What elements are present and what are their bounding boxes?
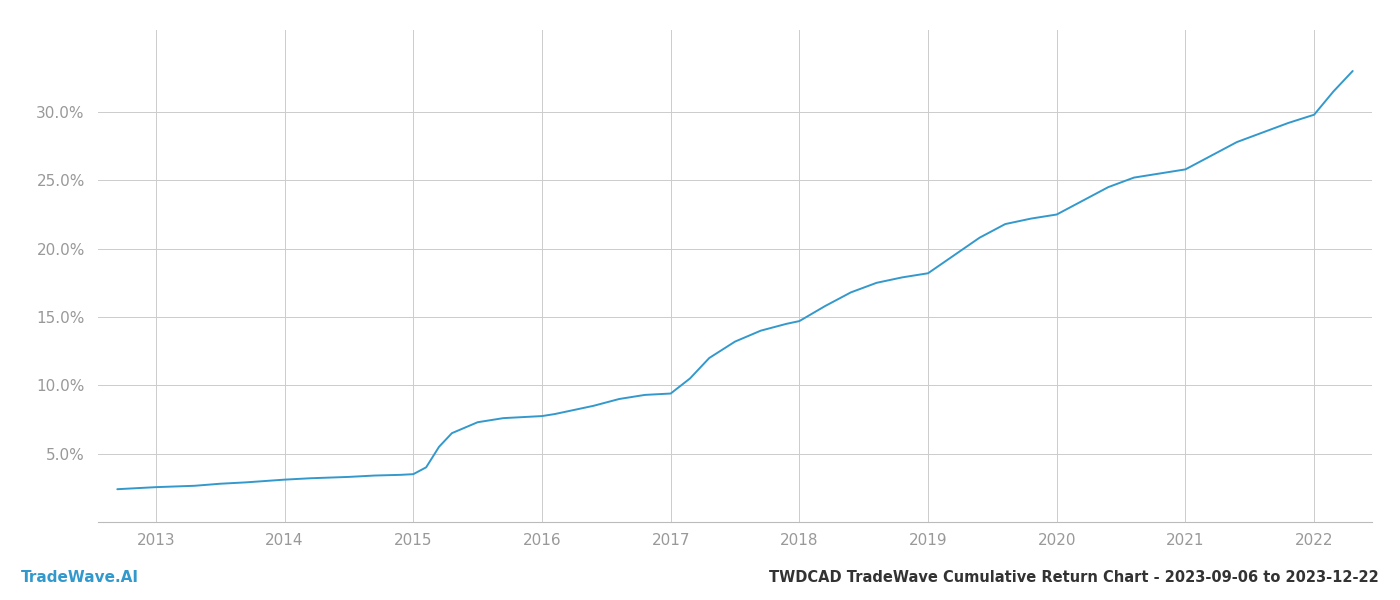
Text: TWDCAD TradeWave Cumulative Return Chart - 2023-09-06 to 2023-12-22: TWDCAD TradeWave Cumulative Return Chart… [769, 570, 1379, 585]
Text: TradeWave.AI: TradeWave.AI [21, 570, 139, 585]
